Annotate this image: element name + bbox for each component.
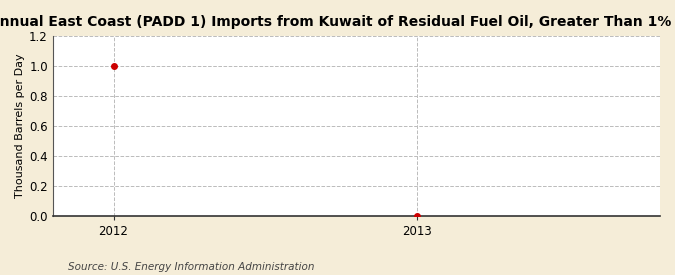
Text: Source: U.S. Energy Information Administration: Source: U.S. Energy Information Administ… [68, 262, 314, 272]
Point [412, 214, 423, 218]
Y-axis label: Thousand Barrels per Day: Thousand Barrels per Day [15, 54, 25, 198]
Title: Annual East Coast (PADD 1) Imports from Kuwait of Residual Fuel Oil, Greater Tha: Annual East Coast (PADD 1) Imports from … [0, 15, 675, 29]
Point [108, 64, 119, 68]
